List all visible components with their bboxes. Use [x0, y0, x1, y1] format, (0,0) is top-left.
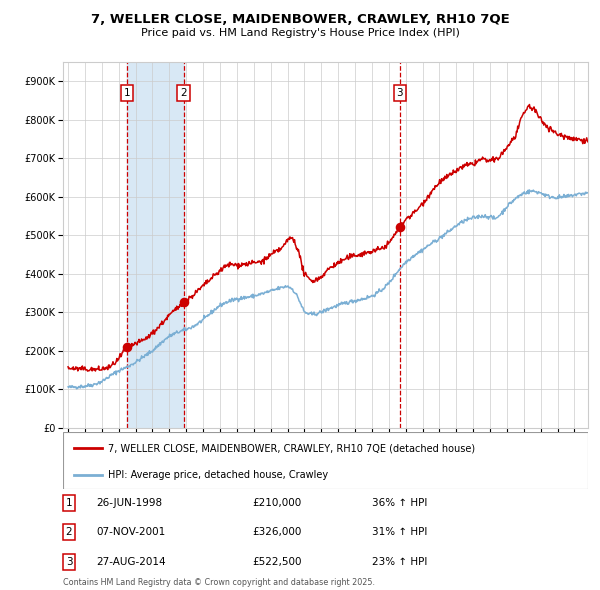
Text: 31% ↑ HPI: 31% ↑ HPI — [372, 527, 427, 537]
Text: 7, WELLER CLOSE, MAIDENBOWER, CRAWLEY, RH10 7QE: 7, WELLER CLOSE, MAIDENBOWER, CRAWLEY, R… — [91, 13, 509, 26]
Text: 36% ↑ HPI: 36% ↑ HPI — [372, 498, 427, 507]
Point — [179, 297, 188, 307]
Text: HPI: Average price, detached house, Crawley: HPI: Average price, detached house, Craw… — [107, 470, 328, 480]
Text: 3: 3 — [397, 88, 403, 98]
Text: 27-AUG-2014: 27-AUG-2014 — [96, 557, 166, 566]
Text: 23% ↑ HPI: 23% ↑ HPI — [372, 557, 427, 566]
Text: 7, WELLER CLOSE, MAIDENBOWER, CRAWLEY, RH10 7QE (detached house): 7, WELLER CLOSE, MAIDENBOWER, CRAWLEY, R… — [107, 443, 475, 453]
Bar — [127, 62, 184, 428]
Text: 1: 1 — [65, 498, 73, 507]
Text: 2: 2 — [65, 527, 73, 537]
Text: Price paid vs. HM Land Registry's House Price Index (HPI): Price paid vs. HM Land Registry's House … — [140, 28, 460, 38]
Text: £522,500: £522,500 — [252, 557, 302, 566]
Text: £326,000: £326,000 — [252, 527, 301, 537]
Text: 26-JUN-1998: 26-JUN-1998 — [96, 498, 162, 507]
Text: Contains HM Land Registry data © Crown copyright and database right 2025.
This d: Contains HM Land Registry data © Crown c… — [63, 578, 375, 590]
Text: 07-NOV-2001: 07-NOV-2001 — [96, 527, 165, 537]
Text: 3: 3 — [65, 557, 73, 566]
Text: £210,000: £210,000 — [252, 498, 301, 507]
Text: 2: 2 — [181, 88, 187, 98]
Point — [395, 222, 404, 231]
Text: 1: 1 — [124, 88, 130, 98]
FancyBboxPatch shape — [63, 432, 588, 489]
Point — [122, 342, 132, 352]
